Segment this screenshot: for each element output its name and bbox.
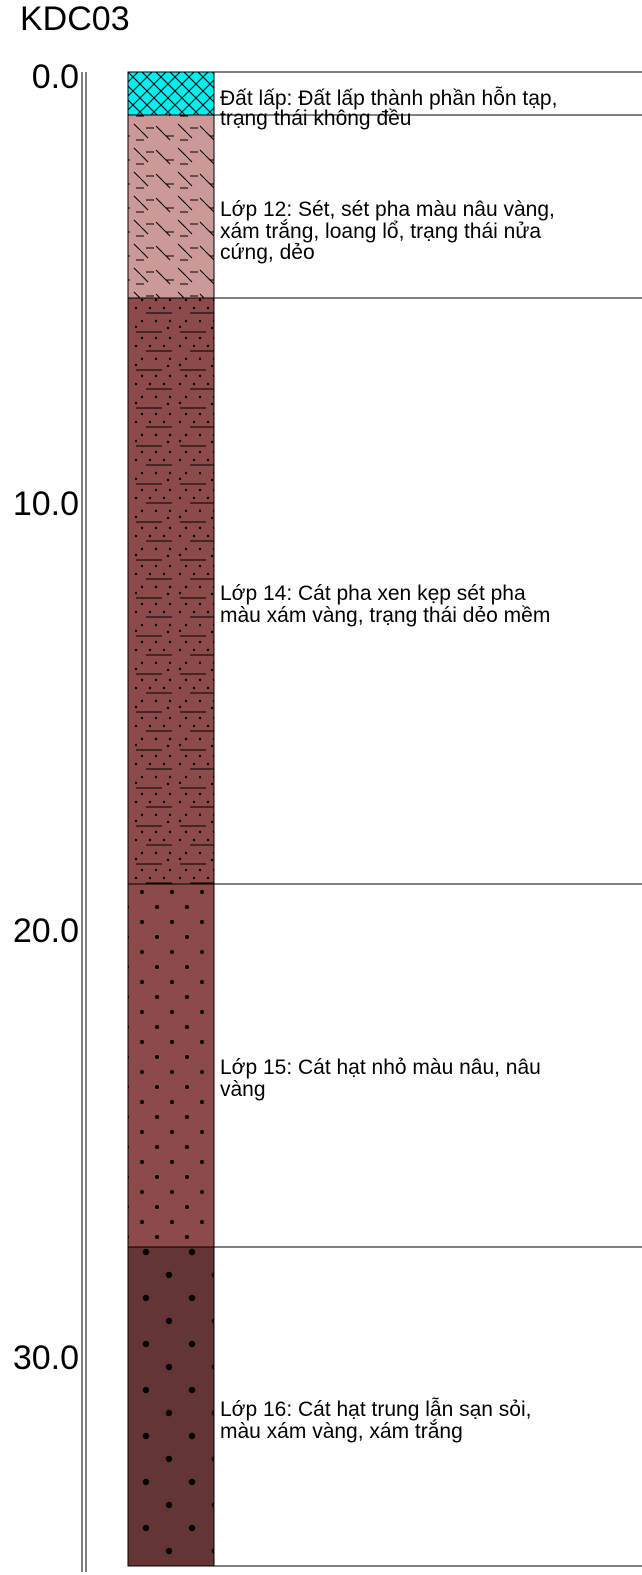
depth-label: 20.0 <box>13 912 79 950</box>
layer-description-lop-12: Lớp 12: Sét, sét pha màu nâu vàng, xám t… <box>220 198 561 264</box>
layer-column-lop-14 <box>127 297 215 885</box>
layer-column-lop-15 <box>127 883 215 1248</box>
depth-label: 10.0 <box>13 485 79 523</box>
depth-label: 0.0 <box>32 58 79 96</box>
layer-column-fill <box>127 71 215 116</box>
layer-description-lop-16: Lớp 16: Cát hạt trung lẫn sạn sỏi, màu x… <box>220 1398 537 1443</box>
depth-label: 30.0 <box>13 1339 79 1377</box>
layer-column-lop-16 <box>127 1246 215 1567</box>
layer-description-lop-14: Lớp 14: Cát pha xen kẹp sét pha màu xám … <box>220 582 550 627</box>
layer-description-lop-15: Lớp 15: Cát hạt nhỏ màu nâu, nâu vàng <box>220 1056 547 1101</box>
borehole-title: KDC03 <box>20 0 130 38</box>
layer-column-lop-12 <box>127 114 215 299</box>
layer-description-fill: Đất lấp: Đất lấp thành phần hỗn tạp, trạ… <box>220 87 563 130</box>
